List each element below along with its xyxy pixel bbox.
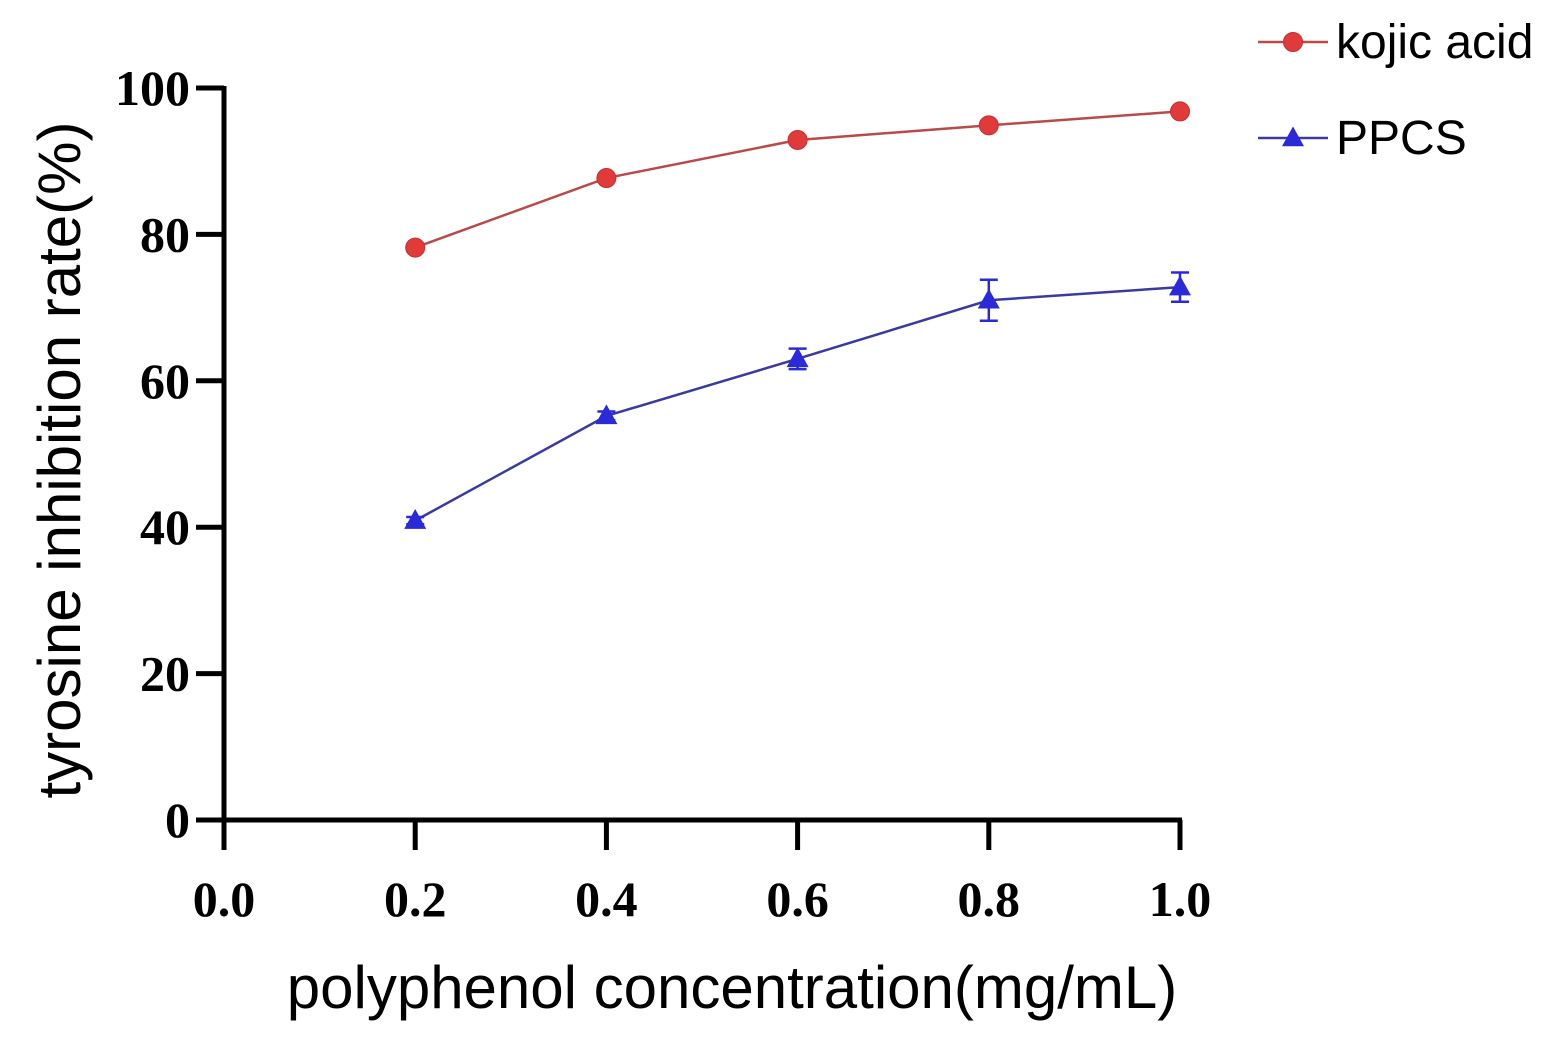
x-axis-label: polyphenol concentration(mg/mL): [287, 954, 1177, 1021]
x-tick-label: 0.0: [193, 871, 256, 927]
y-tick-label: 100: [115, 60, 190, 116]
axes: 0 20 40 60 80 100 0.0 0.2 0.4 0.6 0.8 1.0: [115, 60, 1211, 927]
data-point-kojic-acid: [1170, 101, 1190, 122]
legend-label-kojic-acid: kojic acid: [1336, 16, 1533, 69]
data-point-ppcs: [977, 288, 1000, 309]
legend-label-ppcs: PPCS: [1336, 112, 1467, 165]
series-layer: [404, 101, 1191, 529]
data-point-ppcs: [404, 509, 427, 529]
y-axis-label: tyrosine inhibition rate(%): [26, 122, 93, 799]
legend-item-kojic-acid: kojic acid: [1258, 16, 1533, 69]
x-ticks: 0.0 0.2 0.4 0.6 0.8 1.0: [193, 820, 1212, 927]
y-tick-label: 60: [140, 353, 190, 409]
data-point-kojic-acid: [787, 129, 808, 150]
legend-marker-ppcs: [1282, 126, 1304, 147]
series-line-ppcs: [414, 285, 1181, 522]
y-tick-label: 80: [140, 206, 190, 262]
x-tick-label: 0.8: [958, 871, 1021, 927]
y-tick-label: 40: [140, 499, 190, 555]
x-tick-label: 1.0: [1149, 871, 1212, 927]
legend: kojic acid PPCS: [1258, 16, 1533, 165]
x-tick-label: 0.6: [766, 871, 829, 927]
legend-marker-kojic-acid: [1283, 32, 1303, 52]
series-kojic-acid: [405, 101, 1190, 258]
data-point-ppcs: [1169, 275, 1191, 296]
y-tick-label: 0: [165, 792, 190, 848]
x-tick-label: 0.4: [575, 871, 638, 927]
series-ppcs: [404, 271, 1191, 529]
x-tick-label: 0.2: [384, 871, 447, 927]
data-point-ppcs: [786, 347, 809, 368]
data-point-kojic-acid: [978, 115, 999, 136]
y-ticks: 0 20 40 60 80 100: [115, 60, 224, 848]
y-tick-label: 20: [140, 646, 190, 702]
legend-item-ppcs: PPCS: [1258, 112, 1467, 165]
data-point-kojic-acid: [405, 237, 426, 258]
data-point-kojic-acid: [596, 168, 617, 189]
data-point-ppcs: [595, 404, 618, 425]
